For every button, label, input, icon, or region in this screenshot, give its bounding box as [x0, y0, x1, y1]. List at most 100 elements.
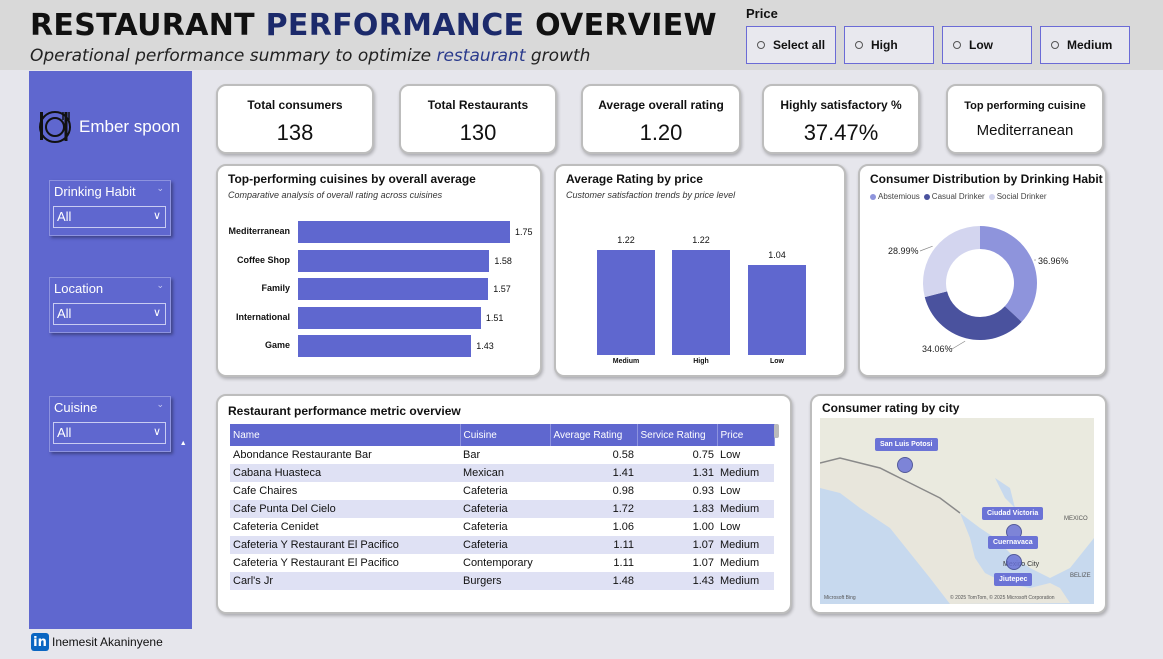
footer: in Inemesit Akaninyene [31, 633, 163, 651]
price-option-low[interactable]: Low [942, 26, 1032, 64]
table-row[interactable]: Cafe Punta Del Cielo Cafeteria 1.72 1.83 Med… [230, 500, 774, 518]
price-option-label: Select all [773, 38, 826, 52]
price-option-high[interactable]: High [844, 26, 934, 64]
collapse-icon[interactable]: ⌄ [156, 399, 164, 409]
header-label: Price [720, 429, 744, 441]
chart-rating-by-price: Average Rating by price Customer satisfa… [554, 164, 846, 377]
map-bubble[interactable] [897, 457, 913, 473]
kpi-highly-satisfactory: Highly satisfactory % 37.47% [762, 84, 920, 154]
map-attribution: © 2025 TomTom, © 2025 Microsoft Corporat… [950, 595, 1055, 601]
table-cell: Medium [720, 557, 760, 569]
column-header-cuisine[interactable]: Cuisine [460, 424, 551, 446]
table-row[interactable]: Carl's Jr Burgers 1.48 1.43 Medium [230, 572, 774, 590]
table-cell: Low [720, 485, 741, 497]
table-cell: Medium [717, 464, 774, 482]
bar-value-label: 1.51 [485, 312, 504, 323]
chart-top-cuisines: Top-performing cuisines by overall avera… [216, 164, 542, 377]
brand: Ember spoon [37, 107, 180, 147]
table-row[interactable]: Abondance Restaurante Bar Bar 0.58 0.75 Low [230, 446, 774, 464]
chart-subtitle: Customer satisfaction trends by price le… [566, 190, 736, 200]
page-title: RESTAURANT PERFORMANCE OVERVIEW [30, 8, 717, 43]
cuisine-bar[interactable] [298, 221, 510, 243]
table-cell: Burgers [460, 572, 550, 590]
kpi-label: Average overall rating [598, 98, 724, 112]
donut-slice[interactable] [980, 226, 1037, 322]
table-cell: 0.93 [692, 485, 714, 497]
legend-item-social[interactable]: Social Drinker [988, 192, 1047, 201]
price-bar[interactable] [672, 250, 730, 355]
table-cell: Mexican [460, 464, 550, 482]
cuisine-bar[interactable] [298, 249, 490, 272]
donut-slice[interactable] [924, 291, 1022, 340]
table-cell: 1.83 [637, 500, 717, 518]
bar-category-label: Game [264, 340, 290, 351]
legend-item-casual[interactable]: Casual Drinker [923, 192, 985, 201]
kpi-value: 37.47% [803, 120, 879, 145]
table-cell: Bar [463, 449, 481, 461]
table-row[interactable]: Cafeteria Y Restaurant El Pacifico Cafete… [230, 536, 774, 554]
table-scrollbar[interactable] [774, 424, 779, 438]
drinking-habit-dropdown[interactable]: All ∨ [53, 206, 166, 228]
map-bubble[interactable] [1006, 554, 1022, 570]
donut-leader-line [919, 245, 933, 252]
price-option-medium[interactable]: Medium [1040, 26, 1130, 64]
map-city-tag: Cuernavaca [988, 536, 1038, 549]
collapse-icon[interactable]: ⌄ [156, 280, 164, 290]
cuisine-bar[interactable] [298, 335, 472, 358]
kpi-top-cuisine: Top performing cuisine Mediterranean [946, 84, 1104, 154]
chart-title: Consumer Distribution by Drinking Habit [870, 172, 1103, 186]
map-title: Consumer rating by city [822, 401, 960, 415]
kpi-label: Total Restaurants [427, 98, 529, 112]
location-dropdown[interactable]: All ∨ [53, 303, 166, 325]
table-row[interactable]: Cabana Huasteca Mexican 1.41 1.31 Medium [230, 464, 774, 482]
radio-icon [1051, 41, 1059, 49]
collapse-icon[interactable]: ⌄ [156, 183, 164, 193]
table-cell: 1.07 [637, 536, 717, 554]
donut-slice[interactable] [923, 226, 980, 298]
linkedin-icon[interactable]: in [31, 633, 49, 651]
table-cell: Medium [717, 572, 774, 590]
column-header-average-rating[interactable]: Average Rating [550, 424, 638, 446]
table-cell: Low [720, 449, 741, 461]
bar-value-label: 1.22 [617, 235, 635, 245]
table-row[interactable]: Cafe Chaires Cafeteria 0.98 0.93 Low [230, 482, 774, 500]
donut-value-label: 36.96% [1038, 256, 1069, 266]
kpi-label: Top performing cuisine [964, 100, 1086, 112]
kpi-value: Mediterranean [976, 122, 1074, 139]
kpi-value: 1.20 [639, 120, 683, 145]
legend-label: Abstemious [878, 192, 920, 201]
filter-label: Location [54, 281, 104, 296]
table-cell: Cafeteria [460, 500, 550, 518]
table-cell: Contemporary [463, 557, 533, 569]
table-cell: 1.48 [550, 572, 637, 590]
table-cell: Abondance Restaurante Bar [233, 449, 372, 461]
price-bar[interactable] [597, 250, 655, 355]
legend-label: Social Drinker [996, 192, 1047, 201]
price-bar[interactable] [748, 265, 806, 355]
table-body: Abondance Restaurante Bar Bar 0.58 0.75 Low C… [230, 446, 774, 590]
legend-item-abstemious[interactable]: Abstemious [870, 192, 920, 201]
donut-plot: 36.96% 34.06% 28.99% [888, 226, 1069, 354]
table-row[interactable]: Cafeteria Y Restaurant El Pacifico Contem… [230, 554, 774, 572]
cuisine-bar[interactable] [298, 278, 489, 301]
table-cell: Cafeteria Y Restaurant El Pacifico [230, 536, 460, 554]
map-card: Consumer rating by city MEXICO BELIZE Me… [810, 394, 1107, 614]
cuisine-dropdown[interactable]: All ∨ [53, 422, 166, 444]
city-map[interactable]: MEXICO BELIZE Mexico City MEXICO San Lui… [820, 418, 1094, 604]
filter-label: Cuisine [54, 400, 98, 415]
map-land [820, 418, 1094, 604]
filter-location: Location ⌄ All ∨ [49, 277, 171, 333]
column-header-name[interactable]: Name ▲ [180, 424, 461, 447]
column-header-price[interactable]: Price [717, 424, 775, 446]
radio-icon [855, 41, 863, 49]
table-cell: 1.07 [692, 557, 714, 569]
column-header-service-rating[interactable]: Service Rating [637, 424, 718, 446]
table-cell: 0.98 [612, 485, 634, 497]
price-option-select-all[interactable]: Select all [746, 26, 836, 64]
table-cell: 1.11 [550, 536, 637, 554]
table-cell: 1.41 [550, 464, 637, 482]
sort-asc-icon: ▲ [179, 439, 187, 447]
table-row[interactable]: Cafeteria Cenidet Cafeteria 1.06 1.00 Low [230, 518, 774, 536]
cuisine-bar[interactable] [298, 306, 481, 329]
bar-value-label: 1.75 [515, 227, 533, 237]
